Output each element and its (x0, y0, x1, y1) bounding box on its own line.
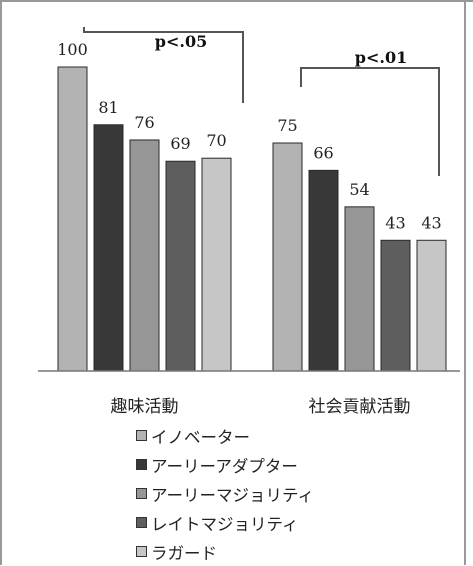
legend-swatch-early-adopter (136, 459, 147, 470)
significance-label-social: p<.01 (355, 48, 407, 67)
significance-bracket-social (300, 67, 440, 176)
legend-swatch-innovator (136, 430, 147, 441)
bar-hobby-late-majority (165, 160, 196, 372)
bar-social-late-majority (380, 239, 411, 372)
legend-label-late-majority: レイトマジョリティ (151, 514, 299, 534)
legend-item-early-adopter: アーリーアダプター (136, 450, 314, 479)
legend-label-early-adopter: アーリーアダプター (151, 456, 298, 476)
legend-item-innovator: イノベーター (136, 421, 314, 450)
legend-swatch-laggard (136, 546, 147, 557)
bar-social-early-majority (344, 206, 375, 372)
value-label-hobby-innovator: 100 (57, 40, 88, 59)
legend-item-late-majority: レイトマジョリティ (136, 508, 314, 537)
bar-social-innovator (272, 142, 303, 372)
bar-hobby-laggard (201, 157, 232, 372)
legend-swatch-early-majority (136, 488, 147, 499)
value-labels-layer: 100 81 76 69 70 75 66 54 43 43 (57, 40, 441, 232)
value-label-social-innovator: 75 (277, 116, 297, 135)
value-label-social-late-majority: 43 (385, 213, 405, 232)
bar-social-early-adopter (308, 169, 339, 372)
significance-brackets-layer: p<.05 p<.01 (83, 27, 440, 176)
legend-item-laggard: ラガード (136, 537, 314, 566)
value-label-social-early-adopter: 66 (313, 143, 333, 162)
value-label-hobby-laggard: 70 (206, 131, 226, 150)
significance-label-hobby: p<.05 (155, 32, 207, 51)
value-label-social-early-majority: 54 (349, 180, 369, 199)
legend-label-innovator: イノベーター (151, 427, 250, 447)
significance-bracket-hobby (83, 27, 244, 103)
legend: イノベーターアーリーアダプター アーリーマジョリティ レイトマジョリティ ラガード (136, 421, 314, 566)
value-label-hobby-early-majority: 76 (134, 113, 154, 132)
category-labels-layer: 趣味活動 社会貢献活動 (111, 397, 411, 417)
bar-hobby-innovator (57, 66, 88, 372)
bars-layer (57, 66, 447, 372)
bar-hobby-early-adopter (93, 124, 124, 372)
category-label-hobby: 趣味活動 (111, 397, 179, 417)
legend-label-laggard: ラガード (151, 543, 217, 563)
bar-social-laggard (416, 239, 447, 372)
value-label-hobby-early-adopter: 81 (98, 98, 118, 117)
value-label-social-laggard: 43 (421, 213, 441, 232)
legend-label-early-majority: アーリーマジョリティ (151, 485, 315, 505)
category-label-social: 社会貢献活動 (309, 397, 411, 417)
bar-hobby-early-majority (129, 139, 160, 372)
legend-item-early-majority: アーリーマジョリティ (136, 479, 314, 508)
legend-swatch-late-majority (136, 517, 147, 528)
value-label-hobby-late-majority: 69 (170, 134, 190, 153)
